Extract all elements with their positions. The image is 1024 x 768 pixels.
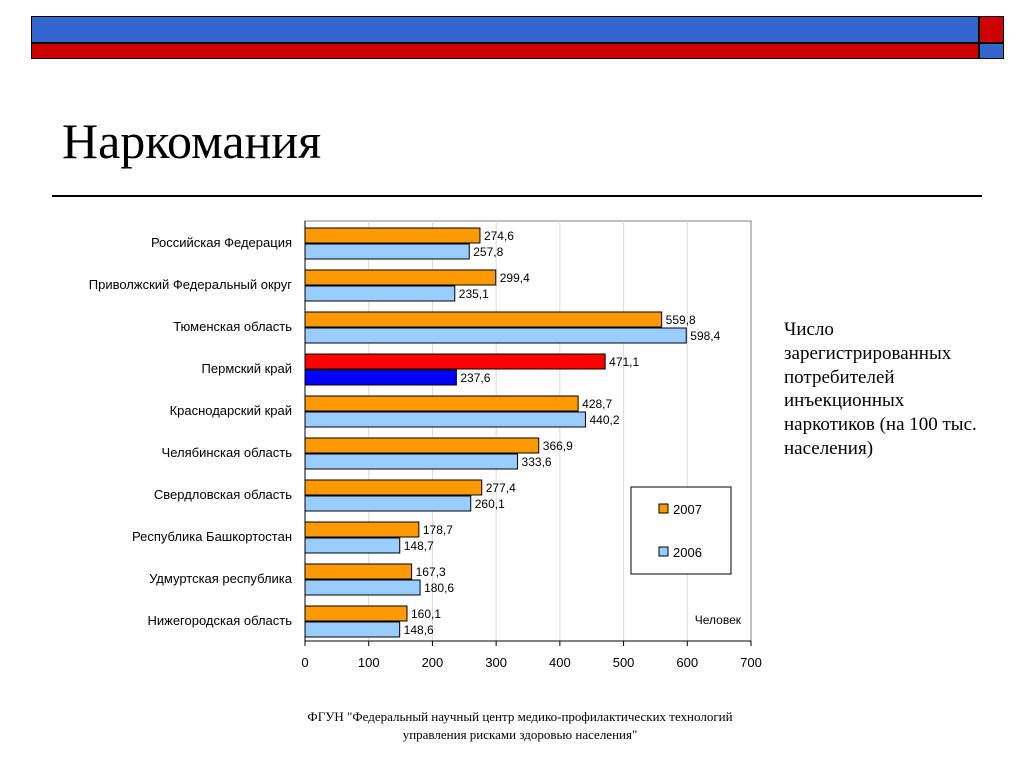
x-tick-label: 700 (740, 655, 762, 670)
data-label: 148,7 (404, 539, 434, 553)
data-label: 148,6 (404, 623, 434, 637)
chart-description: Число зарегистрированных потребителей ин… (784, 319, 977, 459)
x-tick-label: 300 (485, 655, 507, 670)
bar-2006 (304, 621, 401, 638)
bar-2007 (304, 269, 497, 286)
data-label: 471,1 (609, 355, 639, 369)
bar-2007 (304, 563, 413, 580)
data-label: 235,1 (459, 287, 489, 301)
deco-red-bar-bottom (31, 43, 979, 59)
bar-2006 (304, 243, 470, 260)
data-label: 257,8 (473, 245, 503, 259)
bar-2007 (304, 227, 481, 244)
category-label: Удмуртская республика (149, 571, 293, 586)
category-label: Приволжский Федеральный округ (89, 277, 293, 292)
deco-red-square (979, 16, 1004, 43)
bar-2006 (304, 285, 456, 302)
data-label: 274,6 (484, 229, 514, 243)
x-tick-label: 500 (613, 655, 635, 670)
legend-swatch-2007 (658, 503, 669, 514)
x-axis-label: Человек (695, 613, 742, 627)
x-tick-label: 200 (422, 655, 444, 670)
data-label: 559,8 (666, 313, 696, 327)
data-label: 428,7 (582, 397, 612, 411)
bar-2007 (304, 605, 408, 622)
data-label: 180,6 (424, 581, 454, 595)
data-label: 167,3 (416, 565, 446, 579)
footer-line-2: управления рисками здоровью населения" (402, 727, 638, 743)
bar-2006 (304, 537, 401, 554)
legend-label-2007: 2007 (673, 502, 702, 517)
bar-2006 (304, 411, 586, 428)
bar-2007 (304, 395, 579, 412)
deco-blue-bar-top (31, 16, 979, 43)
legend-box (630, 486, 732, 575)
bar-2007 (304, 353, 606, 370)
bar-2006 (304, 453, 519, 470)
bar-2006 (304, 579, 421, 596)
x-tick-label: 0 (301, 655, 308, 670)
x-tick-label: 400 (549, 655, 571, 670)
category-label: Нижегородская область (147, 613, 292, 628)
legend-label-2006: 2006 (673, 545, 702, 560)
bar-2007 (304, 521, 420, 538)
bar-2007 (304, 479, 483, 496)
data-label: 440,2 (589, 413, 619, 427)
category-label: Челябинская область (162, 445, 293, 460)
data-label: 299,4 (500, 271, 530, 285)
data-label: 598,4 (690, 329, 720, 343)
data-label: 277,4 (486, 481, 516, 495)
category-label: Тюменская область (173, 319, 292, 334)
data-label: 366,9 (543, 439, 573, 453)
data-label: 333,6 (522, 455, 552, 469)
category-label: Свердловская область (154, 487, 292, 502)
x-tick-label: 600 (676, 655, 698, 670)
category-label: Пермский край (202, 361, 292, 376)
data-label: 237,6 (460, 371, 490, 385)
bar-2006 (304, 327, 687, 344)
title-divider (52, 195, 982, 197)
data-label: 178,7 (423, 523, 453, 537)
data-label: 260,1 (475, 497, 505, 511)
footer-source: ФГУН "Федеральный научный центр медико-п… (230, 708, 810, 744)
deco-blue-square (979, 43, 1004, 59)
bar-2006 (304, 495, 472, 512)
bar-2007 (304, 311, 663, 328)
footer-line-1: ФГУН "Федеральный научный центр медико-п… (307, 709, 733, 724)
slide-title: Наркомания (62, 113, 322, 169)
category-label: Российская Федерация (151, 235, 292, 250)
category-label: Краснодарский край (170, 403, 292, 418)
legend-swatch-2006 (658, 546, 669, 557)
category-label: Республика Башкортостан (132, 529, 292, 544)
bar-2006 (304, 369, 457, 386)
bar-2007 (304, 437, 540, 454)
data-label: 160,1 (411, 607, 441, 621)
x-tick-label: 100 (358, 655, 380, 670)
